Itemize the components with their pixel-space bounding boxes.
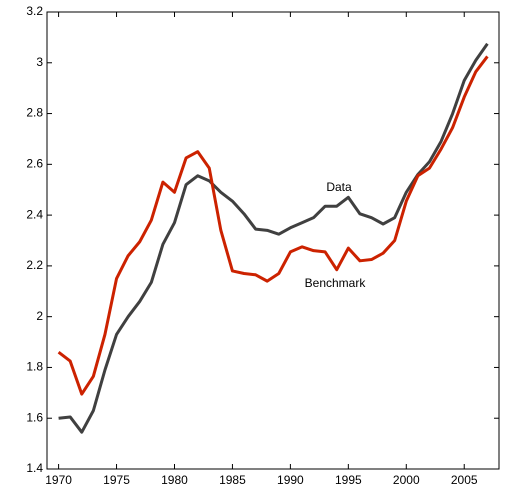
y-tick-label: 2.8 bbox=[26, 106, 43, 120]
y-tick-label: 2.2 bbox=[26, 258, 43, 272]
x-tick-label: 2005 bbox=[451, 473, 478, 487]
series-label: Benchmark bbox=[305, 276, 367, 290]
series-line bbox=[57, 55, 489, 396]
series-line bbox=[58, 42, 489, 434]
x-tick-label: 1970 bbox=[45, 473, 72, 487]
y-tick-label: 1.6 bbox=[26, 410, 43, 424]
y-tick-label: 1.4 bbox=[26, 461, 43, 475]
x-tick-label: 1980 bbox=[161, 473, 188, 487]
x-tick-label: 1995 bbox=[335, 473, 362, 487]
y-tick-label: 1.8 bbox=[26, 360, 43, 374]
y-tick-label: 2 bbox=[36, 309, 43, 323]
plot-frame bbox=[46, 11, 500, 470]
y-tick-label: 3.2 bbox=[26, 4, 43, 18]
y-tick-label: 2.4 bbox=[26, 207, 43, 221]
y-tick-label: 2.6 bbox=[26, 157, 43, 171]
x-tick-label: 2000 bbox=[393, 473, 420, 487]
x-tick-label: 1985 bbox=[219, 473, 246, 487]
x-tick-label: 1975 bbox=[103, 473, 130, 487]
series-label: Data bbox=[326, 180, 352, 194]
y-tick-label: 3 bbox=[36, 55, 43, 69]
x-tick-label: 1990 bbox=[277, 473, 304, 487]
